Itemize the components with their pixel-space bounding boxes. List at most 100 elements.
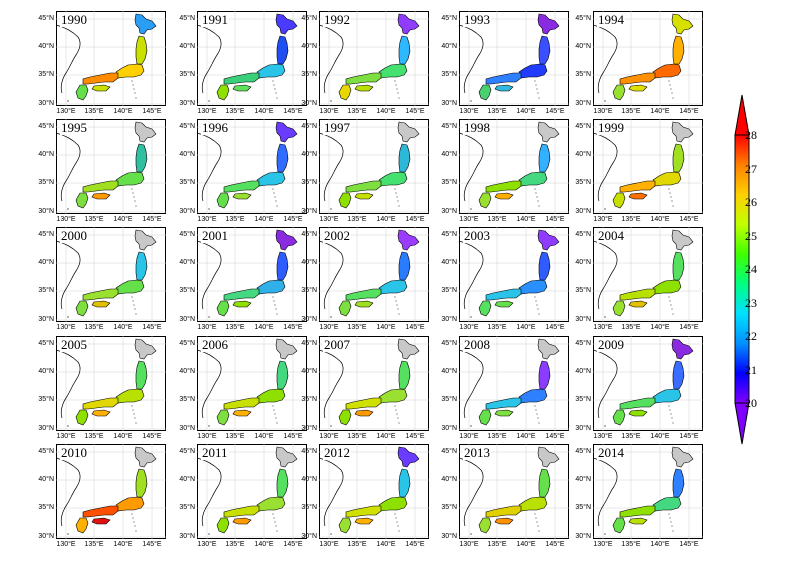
lat-tick-label: 45°N [179, 340, 195, 347]
mainland-coastline [459, 132, 484, 202]
tohoku-region [672, 360, 685, 390]
kyushu-region [216, 517, 230, 534]
mainland-coastline [593, 24, 618, 94]
kyushu-region [338, 409, 352, 426]
map-panel-1996: 1996 [197, 119, 307, 214]
hokkaido-region [537, 338, 560, 360]
lat-tick-label: 35°N [38, 396, 54, 403]
lon-tick-label: 145°E [283, 433, 303, 440]
lon-tick-label: 140°E [254, 324, 274, 331]
lat-tick-label: 30°N [179, 100, 195, 107]
map-panel-2009: 2009 [593, 336, 703, 431]
lat-tick-label: 35°N [441, 504, 457, 511]
islands [272, 405, 278, 424]
hokkaido-region [397, 446, 420, 468]
hokkaido-region [134, 121, 157, 143]
year-label: 1992 [323, 12, 351, 27]
lon-tick-label: 135°E [487, 324, 507, 331]
lat-tick-label: 35°N [301, 179, 317, 186]
mainland-coastline [197, 457, 222, 527]
year-label: 2014 [597, 445, 625, 460]
lon-tick-label: 145°E [405, 433, 425, 440]
chubu-kanto-region [652, 496, 682, 512]
shikoku-region [628, 300, 648, 308]
chubu-kanto-region [518, 171, 548, 187]
colorbar-tick-label: 26 [745, 195, 757, 209]
lon-tick-label: 145°E [679, 541, 699, 548]
lat-tick-label: 30°N [38, 316, 54, 323]
lon-tick-label: 135°E [347, 108, 367, 115]
chubu-kanto-region [378, 496, 408, 512]
kyushu-region [612, 84, 626, 101]
lon-tick-label: 145°E [405, 541, 425, 548]
mainland-coastline [459, 240, 484, 310]
lon-tick-label: 130°E [459, 324, 479, 331]
lat-tick-label: 35°N [575, 287, 591, 294]
tohoku-region [135, 143, 148, 173]
year-label: 2012 [323, 445, 351, 460]
hokkaido-region [671, 13, 694, 35]
map-panel-2008: 2008 [459, 336, 569, 431]
lat-tick-label: 45°N [38, 448, 54, 455]
year-label: 2008 [463, 337, 491, 352]
shikoku-region [232, 409, 252, 417]
mainland-coastline [459, 24, 484, 94]
chubu-kanto-region [378, 63, 408, 79]
lat-tick-label: 45°N [38, 15, 54, 22]
islands [272, 513, 278, 532]
hokkaido-region [134, 229, 157, 251]
hokkaido-region [275, 121, 298, 143]
tohoku-region [276, 468, 289, 498]
lat-tick-label: 35°N [575, 504, 591, 511]
chubu-kanto-region [256, 63, 286, 79]
islands [534, 80, 540, 99]
lat-tick-label: 40°N [441, 476, 457, 483]
kyushu-region [338, 84, 352, 101]
islands [131, 80, 137, 99]
lat-tick-label: 45°N [441, 15, 457, 22]
kinki-chugoku-region [223, 505, 260, 518]
lon-tick-label: 135°E [621, 541, 641, 548]
map-panel-2004: 2004 [593, 227, 703, 322]
islands [131, 296, 137, 315]
japan-map [459, 227, 569, 322]
hokkaido-region [275, 229, 298, 251]
year-label: 2010 [60, 445, 88, 460]
lon-tick-label: 135°E [347, 216, 367, 223]
japan-map [319, 336, 429, 431]
mainland-coastline [56, 349, 81, 419]
lat-tick-label: 30°N [575, 533, 591, 540]
map-panel-2014: 2014 [593, 444, 703, 539]
lon-tick-label: 140°E [113, 216, 133, 223]
lat-tick-label: 35°N [301, 504, 317, 511]
lat-tick-label: 40°N [301, 259, 317, 266]
lat-tick-label: 40°N [38, 476, 54, 483]
shikoku-region [628, 192, 648, 200]
japan-map [593, 336, 703, 431]
graticule [593, 336, 703, 431]
lon-tick-label: 145°E [142, 433, 162, 440]
lat-tick-label: 30°N [301, 208, 317, 215]
japan-map [459, 119, 569, 214]
lat-tick-label: 30°N [38, 533, 54, 540]
year-label: 2005 [60, 337, 88, 352]
lon-tick-label: 145°E [283, 108, 303, 115]
lon-tick-label: 135°E [347, 324, 367, 331]
mainland-coastline [56, 132, 81, 202]
lon-tick-label: 145°E [283, 216, 303, 223]
kinki-chugoku-region [485, 397, 522, 410]
tohoku-region [276, 360, 289, 390]
year-label: 1991 [201, 12, 229, 27]
lat-tick-label: 30°N [179, 208, 195, 215]
lon-tick-label: 140°E [113, 108, 133, 115]
kinki-chugoku-region [485, 288, 522, 301]
kyushu-region [478, 517, 492, 534]
year-label: 1990 [60, 12, 88, 27]
map-panel-2007: 2007 [319, 336, 429, 431]
lat-tick-label: 30°N [38, 208, 54, 215]
lat-tick-label: 40°N [575, 43, 591, 50]
chubu-kanto-region [652, 388, 682, 404]
lon-tick-label: 140°E [516, 433, 536, 440]
tohoku-region [276, 251, 289, 281]
shikoku-region [494, 192, 514, 200]
